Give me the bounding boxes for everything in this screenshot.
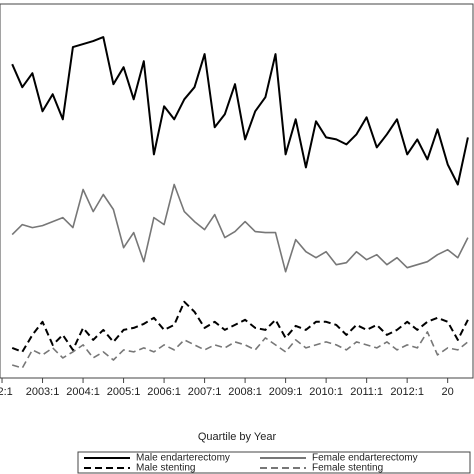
legend [77, 451, 471, 474]
x-tick-label: 2004:1 [66, 386, 100, 398]
x-tick-label: 20 [442, 386, 454, 398]
series-line [11, 36, 469, 186]
series-line [11, 331, 469, 369]
legend-label: Male stenting [136, 463, 195, 474]
x-tick-label: 2007:1 [188, 386, 222, 398]
series-line [11, 300, 469, 353]
x-tick-label: 2010:1 [309, 386, 343, 398]
x-tick-label: 2008:1 [228, 386, 262, 398]
legend-label: Female stenting [312, 463, 383, 474]
x-tick-label: 02:1 [0, 386, 13, 398]
x-axis-title: Quartile by Year [198, 431, 277, 443]
x-tick-label: 2012:1 [390, 386, 424, 398]
legend-label: Female endarterectomy [312, 453, 418, 464]
x-tick-label: 2006:1 [147, 386, 181, 398]
x-tick-label: 2009:1 [269, 386, 303, 398]
x-tick-label: 2003:1 [26, 386, 60, 398]
x-tick-label: 2005:1 [107, 386, 141, 398]
x-tick-label: 2011:1 [350, 386, 383, 398]
plot-frame [0, 3, 474, 379]
series-line [11, 183, 469, 273]
legend-label: Male endarterectomy [136, 453, 230, 464]
